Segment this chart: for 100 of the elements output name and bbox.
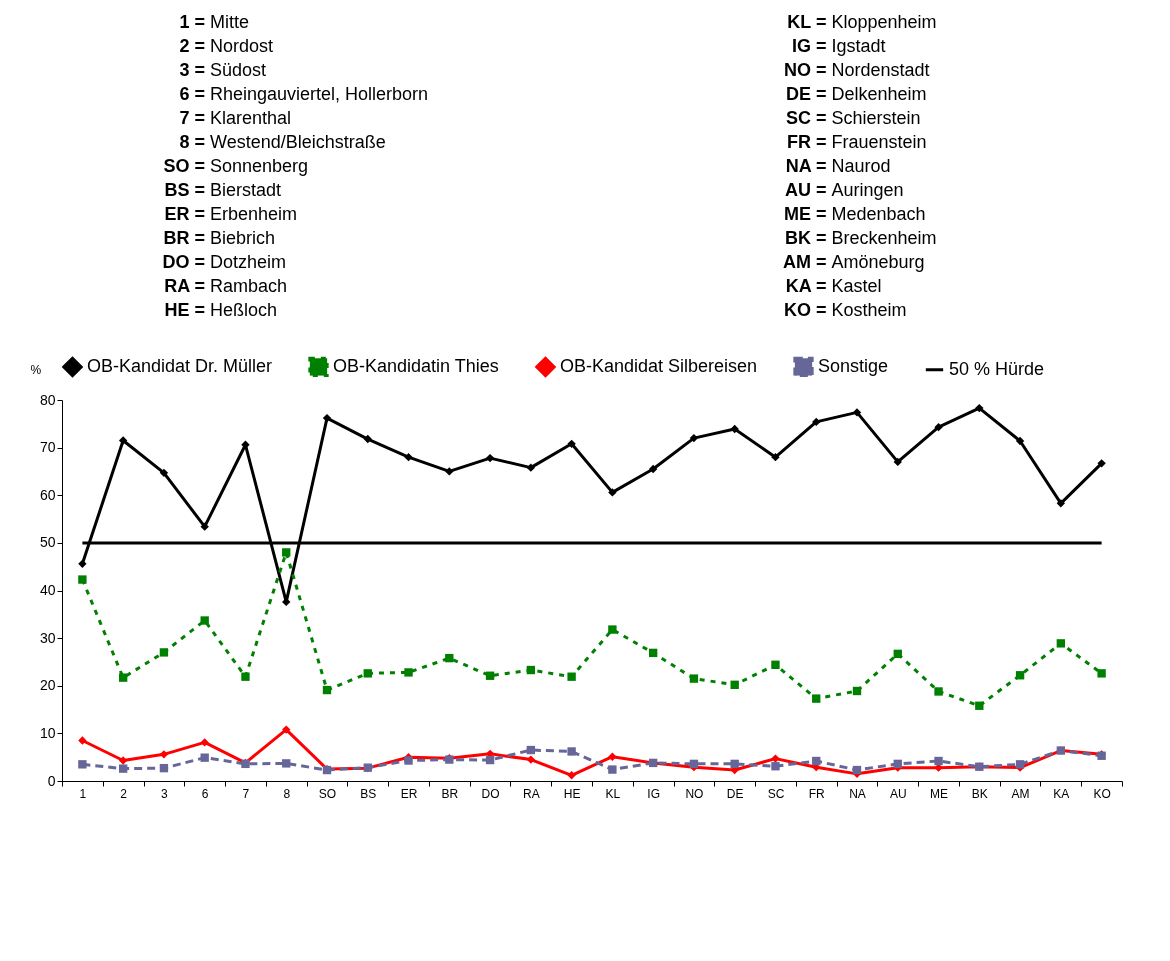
point bbox=[78, 736, 87, 745]
point bbox=[648, 648, 658, 658]
point bbox=[567, 672, 576, 681]
point bbox=[771, 660, 780, 669]
point bbox=[934, 756, 943, 766]
point bbox=[812, 417, 821, 427]
point bbox=[159, 750, 169, 759]
text: FR = Frauenstein bbox=[786, 132, 927, 154]
x-tick-label: KL bbox=[605, 786, 621, 801]
point bbox=[363, 434, 372, 444]
point bbox=[78, 760, 87, 769]
x-tick-label: SC bbox=[767, 786, 785, 801]
text: 1 = Mitte bbox=[178, 12, 250, 34]
text: BR = Biebrich bbox=[162, 228, 276, 250]
y-tick-label: 60 bbox=[39, 486, 56, 503]
legend-label: OB-Kandidat Dr. Müller bbox=[87, 355, 273, 376]
point bbox=[159, 648, 169, 657]
legend-label: 50 % Hürde bbox=[949, 358, 1045, 379]
point bbox=[1056, 639, 1066, 648]
point bbox=[526, 463, 536, 472]
text: RA = Rambach bbox=[163, 276, 288, 298]
point bbox=[78, 575, 87, 584]
point bbox=[730, 424, 739, 434]
text: 3 = Südost bbox=[178, 60, 267, 82]
point bbox=[485, 755, 495, 765]
point bbox=[975, 403, 984, 413]
y-tick-label: 0 bbox=[47, 772, 56, 789]
x-tick-label: IG bbox=[647, 786, 660, 801]
text: NA = Naurod bbox=[784, 156, 891, 178]
point bbox=[812, 756, 821, 766]
y-tick-label: 50 bbox=[39, 534, 56, 551]
text: DE = Delkenheim bbox=[785, 84, 927, 106]
x-tick-label: FR bbox=[808, 786, 826, 801]
point bbox=[812, 694, 821, 703]
point bbox=[771, 452, 780, 462]
x-tick-label: ME bbox=[930, 786, 949, 801]
point bbox=[689, 433, 699, 443]
text: ER = Erbenheim bbox=[163, 204, 298, 226]
legend-label: Sonstige bbox=[818, 355, 889, 376]
point bbox=[241, 440, 250, 449]
text: 6 = Rheingauviertel, Hollerborn bbox=[178, 84, 429, 106]
point bbox=[975, 701, 984, 710]
text: ME = Medenbach bbox=[783, 204, 926, 226]
point bbox=[852, 765, 862, 775]
point bbox=[1097, 459, 1106, 468]
point bbox=[608, 752, 617, 761]
point bbox=[852, 686, 862, 696]
point bbox=[241, 672, 250, 681]
legend-label: OB-Kandidatin Thies bbox=[333, 355, 499, 376]
point bbox=[689, 759, 699, 769]
y-tick-label: 40 bbox=[39, 582, 56, 598]
point bbox=[567, 747, 576, 756]
x-tick-label: 7 bbox=[242, 786, 250, 801]
point bbox=[282, 759, 291, 768]
x-tick-label: SO bbox=[318, 786, 337, 801]
point bbox=[1015, 436, 1025, 446]
point bbox=[159, 468, 169, 478]
point bbox=[1015, 671, 1025, 680]
point bbox=[445, 653, 454, 663]
text: AM = Amöneburg bbox=[782, 252, 925, 274]
legend-label: OB-Kandidat Silbereisen bbox=[560, 355, 758, 376]
point bbox=[730, 759, 739, 769]
point bbox=[1097, 669, 1106, 678]
point bbox=[526, 745, 536, 755]
x-tick-label: NO bbox=[685, 786, 704, 801]
point bbox=[648, 464, 658, 474]
point bbox=[118, 436, 128, 445]
point bbox=[159, 763, 169, 773]
text: 8 = Westend/Bleichstraße bbox=[178, 132, 386, 154]
text: DO = Dotzheim bbox=[161, 252, 287, 274]
text: SO = Sonnenberg bbox=[162, 156, 309, 178]
x-tick-label: KA bbox=[1053, 786, 1070, 801]
point bbox=[118, 673, 128, 682]
point bbox=[282, 548, 291, 557]
point bbox=[322, 413, 332, 423]
x-tick-label: BS bbox=[360, 786, 377, 801]
text: IG = Igstadt bbox=[791, 36, 886, 58]
point bbox=[771, 762, 780, 771]
x-tick-label: KO bbox=[1093, 786, 1111, 801]
y-tick-label: 30 bbox=[39, 629, 56, 646]
point bbox=[200, 522, 209, 531]
point bbox=[689, 674, 699, 683]
x-tick-label: HE bbox=[563, 786, 581, 801]
text: BS = Bierstadt bbox=[163, 180, 282, 202]
point bbox=[608, 625, 617, 634]
x-tick-label: 8 bbox=[283, 786, 291, 801]
x-tick-label: 6 bbox=[201, 786, 209, 801]
point bbox=[893, 457, 902, 467]
x-tick-label: BR bbox=[441, 786, 459, 801]
point bbox=[934, 687, 943, 696]
point bbox=[526, 755, 536, 764]
x-tick-label: 3 bbox=[161, 786, 169, 801]
y-tick-label: 80 bbox=[39, 391, 56, 408]
y-tick-label: 20 bbox=[39, 677, 56, 694]
x-tick-label: DE bbox=[726, 786, 744, 801]
y-tick-label: 10 bbox=[39, 724, 56, 741]
point bbox=[200, 753, 209, 762]
point bbox=[485, 671, 495, 680]
point bbox=[893, 759, 902, 769]
x-tick-label: AU bbox=[889, 786, 907, 801]
